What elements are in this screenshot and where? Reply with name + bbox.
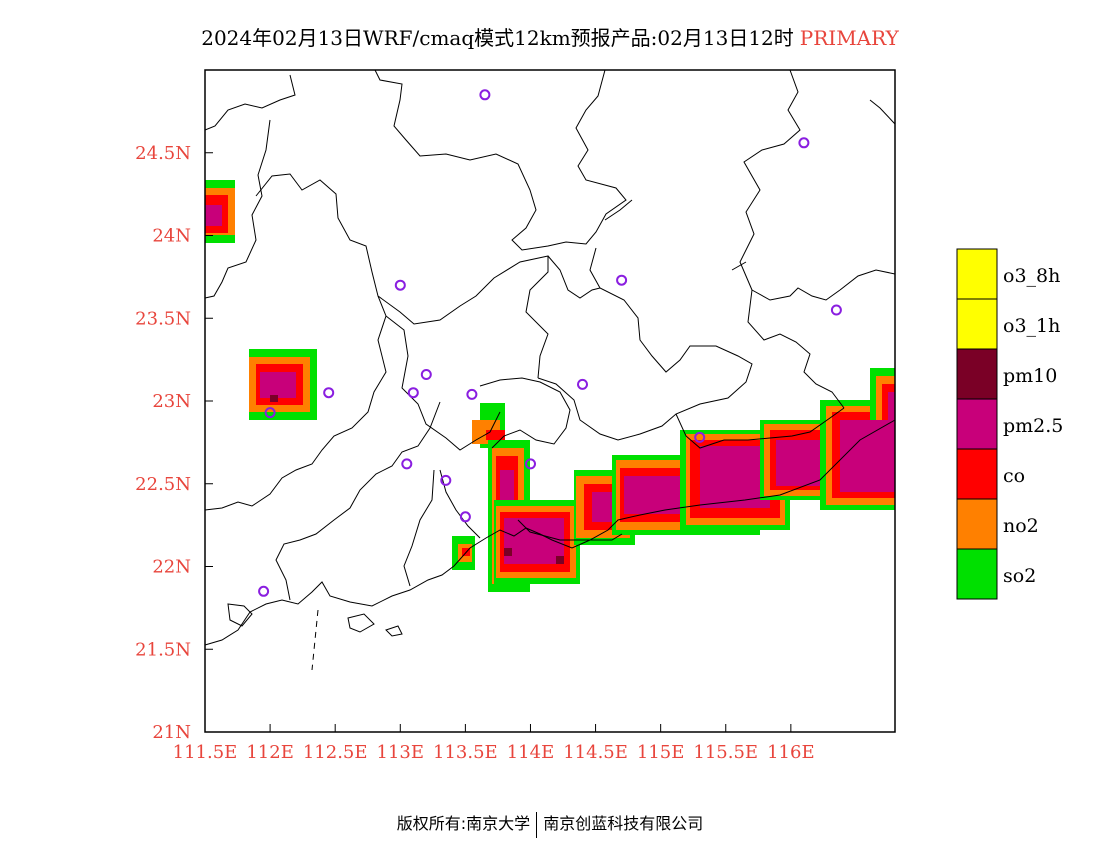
x-tick-label: 114E — [507, 742, 555, 763]
y-tick-label: 23.5N — [135, 308, 191, 329]
station-marker — [466, 388, 478, 400]
x-tick-label: 115.5E — [693, 742, 758, 763]
province-border — [869, 99, 896, 125]
x-tick-label: 116E — [767, 742, 815, 763]
legend-swatch — [956, 348, 998, 400]
county-border — [751, 287, 841, 301]
legend-label: so2 — [1003, 565, 1036, 587]
station-marker — [394, 279, 406, 291]
legend: o3_8h o3_1h pm10 pm2.5 co no2 so2 — [956, 248, 1063, 600]
footer-separator — [536, 811, 538, 838]
county-border — [537, 247, 753, 441]
grid-cell-block — [504, 548, 512, 556]
legend-label: o3_1h — [1003, 315, 1060, 337]
y-tick-label: 22N — [152, 557, 191, 578]
title-text: 2024年02月13日WRF/cmaq模式12km预报产品:02月13日12时 — [201, 26, 794, 50]
x-tick-label: 113.5E — [433, 742, 498, 763]
station-marker — [440, 474, 452, 486]
station-marker — [479, 89, 491, 101]
x-tick-label: 112E — [246, 742, 294, 763]
county-border — [377, 255, 549, 379]
county-border — [385, 315, 501, 451]
station-marker — [525, 458, 536, 470]
x-tick-label: 111.5E — [173, 742, 238, 763]
y-tick-label: 24N — [152, 226, 191, 247]
province-border — [204, 119, 271, 299]
x-tick-label: 114.5E — [563, 742, 628, 763]
x-tick-label: 115E — [637, 742, 685, 763]
admin-boundaries — [204, 69, 896, 671]
station-marker — [258, 585, 270, 597]
county-border — [479, 377, 571, 449]
legend-swatch — [956, 298, 998, 350]
pollutant-grid — [205, 180, 895, 592]
y-tick-label: 22.5N — [135, 474, 191, 495]
grid-cell-block — [270, 395, 278, 402]
legend-label: o3_8h — [1003, 265, 1060, 287]
sea-boundary — [311, 609, 319, 671]
province-border — [839, 269, 896, 291]
island-outline — [347, 613, 375, 633]
legend-swatch — [956, 548, 998, 600]
station-marker — [694, 431, 706, 443]
station-marker — [407, 387, 419, 399]
hk-border — [517, 519, 623, 541]
grid-cell-block — [840, 420, 895, 492]
legend-swatch — [956, 248, 998, 300]
grid-cell-block — [486, 430, 505, 440]
province-border — [604, 199, 633, 221]
station-marker — [420, 369, 432, 380]
station-marker — [830, 304, 842, 316]
x-tick-label: 112.5E — [303, 742, 368, 763]
station-marker — [401, 458, 413, 470]
y-tick-label: 24.5N — [135, 143, 191, 164]
county-border — [731, 261, 747, 271]
grid-cell-block — [888, 392, 895, 420]
station-marker — [798, 137, 810, 149]
legend-swatch — [956, 498, 998, 550]
county-border — [275, 401, 441, 601]
legend-label: pm2.5 — [1003, 415, 1063, 437]
y-tick-label: 21N — [152, 722, 191, 743]
legend-label: co — [1003, 465, 1025, 487]
legend-label: pm10 — [1003, 365, 1057, 387]
y-axis: 21N 21.5N 22N 22.5N 23N 23.5N 24N 24.5N — [135, 143, 213, 743]
legend-swatch — [956, 398, 998, 450]
grid-cell-block — [776, 440, 826, 486]
station-marker — [577, 378, 588, 390]
footer-left: 版权所有:南京大学 — [396, 814, 531, 833]
y-tick-label: 23N — [152, 391, 191, 412]
footer-right: 南京创蓝科技有限公司 — [543, 814, 704, 833]
grid-cell-block — [556, 556, 564, 564]
station-marker — [616, 274, 628, 286]
station-markers — [258, 89, 842, 597]
x-axis: 111.5E 112E 112.5E 113E 113.5E 114E 114.5E 115E… — [173, 724, 815, 763]
map-title: 2024年02月13日WRF/cmaq模式12km预报产品:02月13日12时 P… — [0, 22, 1100, 51]
county-border — [547, 255, 601, 299]
station-marker — [323, 387, 335, 399]
county-border — [403, 469, 435, 587]
province-border — [739, 69, 845, 409]
copyright-footer: 版权所有:南京大学 南京创蓝科技有限公司 — [0, 810, 1100, 838]
station-marker — [264, 407, 276, 419]
legend-swatch — [956, 448, 998, 500]
y-tick-label: 21.5N — [135, 639, 191, 660]
coastline — [204, 419, 896, 646]
county-border — [675, 407, 845, 449]
title-tag: PRIMARY — [799, 26, 899, 50]
station-marker — [459, 511, 471, 523]
grid-cell-block — [260, 372, 296, 398]
x-tick-label: 113E — [377, 742, 425, 763]
island-outline — [227, 603, 253, 627]
legend-label: no2 — [1003, 515, 1039, 537]
island-outline — [385, 625, 403, 637]
county-border — [439, 469, 481, 539]
grid-cell-block — [700, 446, 770, 508]
province-border — [204, 74, 296, 131]
grid-cell-block — [205, 205, 222, 226]
county-border — [204, 173, 387, 511]
province-border — [374, 69, 627, 251]
